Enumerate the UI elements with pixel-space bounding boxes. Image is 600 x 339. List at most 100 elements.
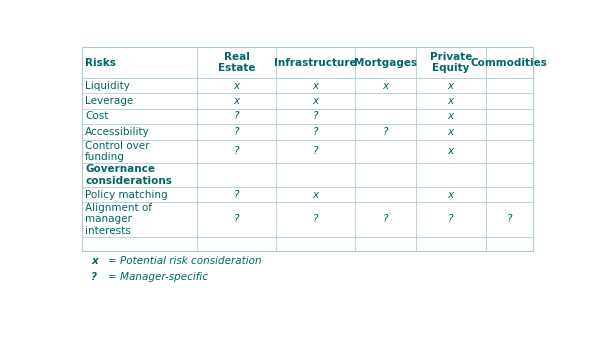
Text: ?: ?	[383, 127, 388, 137]
Bar	[197, 93, 276, 109]
Bar	[355, 124, 416, 140]
Bar	[416, 202, 485, 237]
Bar	[416, 124, 485, 140]
Text: ?: ?	[383, 215, 388, 224]
Bar	[355, 93, 416, 109]
Bar	[82, 93, 197, 109]
Bar	[355, 109, 416, 124]
Text: ?: ?	[234, 112, 239, 121]
Text: x: x	[313, 96, 319, 106]
Bar	[197, 47, 276, 78]
Bar	[416, 47, 485, 78]
Text: Alignment of
manager
interests: Alignment of manager interests	[85, 203, 152, 236]
Bar	[416, 78, 485, 93]
Bar	[82, 47, 197, 78]
Bar	[82, 109, 197, 124]
Text: x: x	[448, 81, 454, 91]
Text: ?: ?	[313, 146, 318, 156]
Text: ?: ?	[91, 272, 97, 282]
Bar	[355, 47, 416, 78]
Text: x: x	[448, 146, 454, 156]
Text: ?: ?	[313, 127, 318, 137]
Text: x: x	[233, 81, 239, 91]
Bar	[485, 124, 533, 140]
Text: x: x	[313, 81, 319, 91]
Bar	[197, 237, 276, 251]
Bar	[276, 124, 355, 140]
Bar	[197, 124, 276, 140]
Bar	[82, 47, 197, 78]
Bar	[416, 140, 485, 163]
Bar	[82, 187, 197, 202]
Bar	[355, 78, 416, 93]
Bar	[82, 47, 533, 251]
Bar	[276, 93, 355, 109]
Bar	[197, 163, 276, 187]
Text: Mortgages: Mortgages	[354, 58, 417, 67]
Bar	[485, 202, 533, 237]
Text: ?: ?	[448, 215, 454, 224]
Bar	[485, 78, 533, 93]
Text: ?: ?	[234, 146, 239, 156]
Text: Commodities: Commodities	[471, 58, 548, 67]
Text: Policy matching: Policy matching	[85, 190, 168, 200]
Bar	[485, 109, 533, 124]
Text: ?: ?	[313, 112, 318, 121]
Bar	[276, 47, 355, 78]
Bar	[355, 140, 416, 163]
Bar	[197, 78, 276, 93]
Bar	[485, 93, 533, 109]
Text: Real
Estate: Real Estate	[218, 52, 255, 74]
Text: x: x	[448, 112, 454, 121]
Bar	[276, 187, 355, 202]
Bar	[416, 187, 485, 202]
Text: x: x	[448, 96, 454, 106]
Bar	[355, 202, 416, 237]
Bar	[276, 47, 355, 78]
Bar	[276, 78, 355, 93]
Text: x: x	[233, 96, 239, 106]
Bar	[485, 163, 533, 187]
Bar	[197, 187, 276, 202]
Bar	[355, 163, 416, 187]
Text: x: x	[313, 190, 319, 200]
Bar	[82, 140, 197, 163]
Bar	[485, 47, 533, 78]
Bar	[416, 93, 485, 109]
Bar	[416, 109, 485, 124]
Text: x: x	[448, 190, 454, 200]
Bar	[355, 187, 416, 202]
Text: Governance
considerations: Governance considerations	[85, 164, 172, 186]
Bar	[197, 47, 276, 78]
Bar	[485, 140, 533, 163]
Bar	[82, 124, 197, 140]
Bar	[485, 47, 533, 78]
Text: ?: ?	[234, 215, 239, 224]
Bar	[416, 237, 485, 251]
Bar	[276, 202, 355, 237]
Text: ?: ?	[506, 215, 512, 224]
Text: = Potential risk consideration: = Potential risk consideration	[107, 256, 261, 266]
Text: Cost: Cost	[85, 112, 109, 121]
Text: x: x	[448, 127, 454, 137]
Text: Control over
funding: Control over funding	[85, 141, 150, 162]
Bar	[485, 237, 533, 251]
Text: ?: ?	[313, 215, 318, 224]
Bar	[355, 237, 416, 251]
Bar	[485, 187, 533, 202]
Bar	[276, 163, 355, 187]
Text: Infrastructure: Infrastructure	[274, 58, 357, 67]
Text: Private
Equity: Private Equity	[430, 52, 472, 74]
Text: x: x	[91, 256, 98, 266]
Text: ?: ?	[234, 127, 239, 137]
Bar	[197, 202, 276, 237]
Bar	[82, 237, 197, 251]
Bar	[82, 202, 197, 237]
Bar	[82, 163, 197, 187]
Bar	[355, 47, 416, 78]
Text: Accessibility: Accessibility	[85, 127, 150, 137]
Text: x: x	[382, 81, 388, 91]
Text: Risks: Risks	[85, 58, 116, 67]
Text: Liquidity: Liquidity	[85, 81, 130, 91]
Bar	[276, 140, 355, 163]
